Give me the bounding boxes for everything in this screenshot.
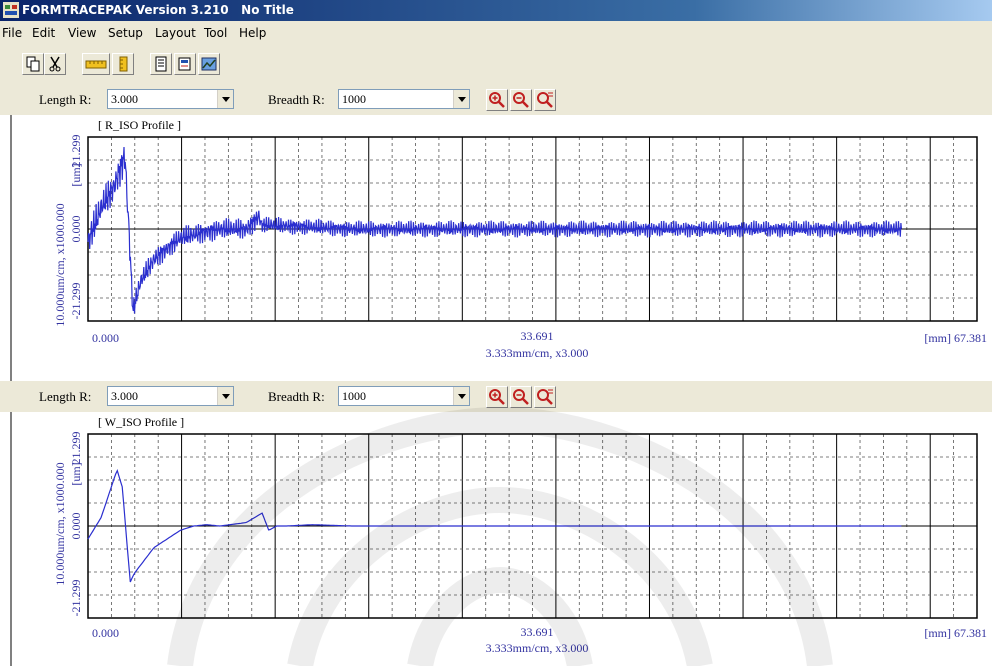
length-dropdown-button[interactable] (217, 387, 233, 405)
y-tick-mid: 0.000 (69, 513, 83, 540)
edit-sheet-icon (178, 57, 191, 71)
x-tick-left: 0.000 (92, 331, 119, 345)
menu-edit[interactable]: Edit (32, 26, 56, 40)
length-combo[interactable]: 3.000 (107, 386, 234, 406)
length-value: 3.000 (111, 92, 138, 106)
edit-sheet-button[interactable] (174, 53, 196, 75)
report-icon (155, 56, 167, 72)
length-dropdown-button[interactable] (217, 90, 233, 108)
breadth-combo[interactable]: 1000 (338, 386, 470, 406)
x-tick-mid: 33.691 (521, 329, 554, 343)
profile-title: [ W_ISO Profile ] (98, 415, 184, 429)
zoom-in-icon (489, 389, 505, 405)
zoom-out-icon (513, 92, 529, 108)
r-iso-profile-panel: [ R_ISO Profile ] 10.000um/cm, x1000.000… (10, 115, 992, 381)
title-bar: FORMTRACEPAK Version 3.210 No Title (0, 0, 992, 21)
x-scale-label: 3.333mm/cm, x3.000 (486, 346, 589, 360)
profile-title: [ R_ISO Profile ] (98, 118, 181, 132)
y-tick-top: 21.299 (69, 432, 83, 465)
cut-icon (49, 56, 61, 72)
report-button[interactable] (150, 53, 172, 75)
y-scale-label: 10.000um/cm, x1000.000 (53, 203, 67, 326)
y-unit-label: [um] (69, 462, 83, 485)
graph-image-button[interactable] (198, 53, 220, 75)
breadth-value: 1000 (342, 389, 366, 403)
menu-file[interactable]: File (2, 26, 23, 40)
panel-2-control-bar: Length R: 3.000 Breadth R: 1000 (0, 381, 992, 412)
w-iso-profile-trace (87, 469, 902, 583)
x-scale-label: 3.333mm/cm, x3.000 (486, 641, 589, 655)
cut-button[interactable] (44, 53, 66, 75)
w-iso-profile-panel: [ W_ISO Profile ] 10.000um/cm, x1000.000… (10, 412, 992, 666)
copy-button[interactable] (22, 53, 44, 75)
menu-layout[interactable]: Layout (155, 26, 196, 40)
length-label: Length R: (39, 92, 92, 107)
window-title: FORMTRACEPAK Version 3.210 No Title (22, 3, 294, 17)
ruler-vertical-icon (119, 56, 128, 72)
app-icon (3, 2, 19, 18)
breadth-value: 1000 (342, 92, 366, 106)
menu-view[interactable]: View (68, 26, 97, 40)
zoom-fit-icon (537, 92, 553, 108)
menu-tool[interactable]: Tool (204, 26, 228, 40)
length-label: Length R: (39, 389, 92, 404)
breadth-dropdown-button[interactable] (453, 90, 469, 108)
toolbar (0, 43, 992, 84)
y-scale-label: 10.000um/cm, x1000.000 (53, 462, 67, 585)
x-tick-mid: 33.691 (521, 625, 554, 639)
copy-icon (26, 56, 40, 72)
vertical-ruler-button[interactable] (112, 53, 134, 75)
menu-help[interactable]: Help (239, 26, 267, 40)
length-value: 3.000 (111, 389, 138, 403)
zoom-out-button[interactable] (510, 89, 532, 111)
zoom-in-icon (489, 92, 505, 108)
y-tick-top: 21.299 (69, 135, 83, 168)
x-tick-left: 0.000 (92, 626, 119, 640)
y-tick-mid: 0.000 (69, 216, 83, 243)
breadth-label: Breadth R: (268, 92, 325, 107)
x-tick-right: [mm] 67.381 (924, 626, 987, 640)
length-combo[interactable]: 3.000 (107, 89, 234, 109)
zoom-fit-icon (537, 389, 553, 405)
graph-image-icon (201, 57, 217, 71)
r-iso-profile-trace (87, 146, 902, 314)
x-tick-right: [mm] 67.381 (924, 331, 987, 345)
y-unit-label: [um] (69, 163, 83, 186)
y-tick-bottom: -21.299 (69, 580, 83, 617)
y-tick-bottom: -21.299 (69, 283, 83, 320)
r-iso-profile-chart: [ R_ISO Profile ] 10.000um/cm, x1000.000… (53, 118, 987, 360)
menu-setup[interactable]: Setup (108, 26, 143, 40)
panel-1-control-bar: Length R: 3.000 Breadth R: 1000 (0, 84, 992, 115)
w-iso-profile-chart: [ W_ISO Profile ] 10.000um/cm, x1000.000… (53, 415, 987, 655)
zoom-out-icon (513, 389, 529, 405)
zoom-in-button[interactable] (486, 386, 508, 408)
zoom-fit-button[interactable] (534, 386, 556, 408)
horizontal-ruler-button[interactable] (82, 53, 110, 75)
breadth-combo[interactable]: 1000 (338, 89, 470, 109)
breadth-dropdown-button[interactable] (453, 387, 469, 405)
zoom-in-button[interactable] (486, 89, 508, 111)
menu-bar: File Edit View Setup Layout Tool Help (0, 21, 992, 43)
breadth-label: Breadth R: (268, 389, 325, 404)
zoom-fit-button[interactable] (534, 89, 556, 111)
ruler-horizontal-icon (85, 60, 107, 69)
zoom-out-button[interactable] (510, 386, 532, 408)
